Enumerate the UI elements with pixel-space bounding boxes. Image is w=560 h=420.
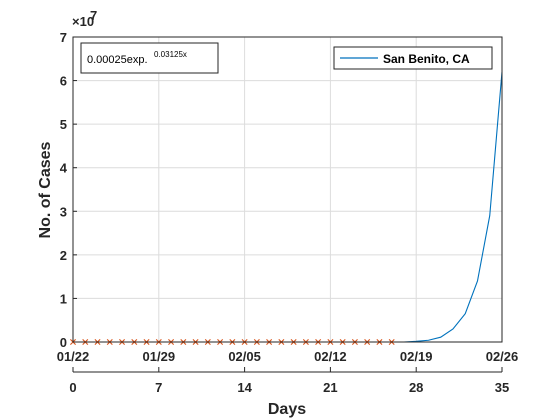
days-tick-label: 28	[409, 380, 423, 395]
legend-entry-label: San Benito, CA	[383, 52, 470, 66]
y-axis-label: No. of Cases	[37, 141, 54, 238]
y-tick-label: 3	[60, 204, 67, 219]
annotation-text: 0.00025exp.	[87, 54, 148, 66]
days-tick-label: 0	[69, 380, 76, 395]
date-tick-label: 01/22	[57, 349, 90, 364]
legend: San Benito, CA	[333, 46, 493, 70]
annotation: 0.00025exp. 0.03125x	[80, 42, 219, 74]
date-tick-label: 02/19	[400, 349, 433, 364]
days-tick-label: 35	[495, 380, 509, 395]
y-exponent-base: ×10	[72, 14, 94, 29]
plot-area	[73, 37, 502, 342]
y-tick-label: 7	[60, 30, 67, 45]
days-tick-label: 7	[155, 380, 162, 395]
axes-box	[72, 36, 503, 343]
days-axis: 0 7 14 21 28 35	[69, 367, 509, 395]
x-axis-label: Days	[268, 401, 306, 418]
date-tick-label: 01/29	[143, 349, 176, 364]
y-tick-label: 0	[60, 335, 67, 350]
y-exponent-power: 7	[90, 8, 97, 23]
y-ticks: 0 1 2 3 4 5 6 7 01/22 01/29 02/05 02/12 02/19 02/26	[57, 30, 519, 364]
y-tick-label: 6	[60, 74, 67, 89]
legend-box	[333, 46, 493, 70]
days-tick-label: 14	[237, 380, 252, 395]
date-tick-label: 02/12	[314, 349, 347, 364]
days-tick-label: 21	[323, 380, 337, 395]
y-tick-label: 5	[60, 117, 67, 132]
y-tick-label: 1	[60, 291, 67, 306]
y-tick-label: 4	[60, 161, 68, 176]
annotation-box	[80, 42, 219, 74]
y-tick-label: 2	[60, 248, 67, 263]
date-tick-label: 02/26	[486, 349, 519, 364]
date-tick-label: 02/05	[228, 349, 261, 364]
annotation-superscript: 0.03125x	[154, 50, 187, 59]
